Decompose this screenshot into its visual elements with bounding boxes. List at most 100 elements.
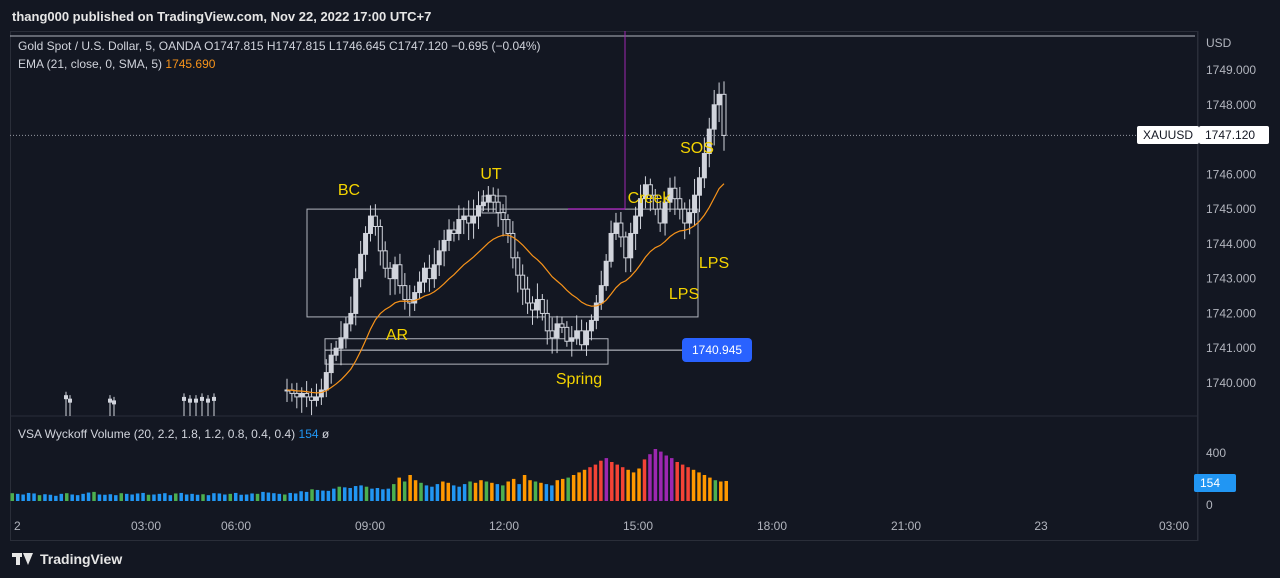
tradingview-footer[interactable]: TradingView [12,551,122,567]
candle-body [421,267,427,283]
volume-bar [174,493,178,501]
volume-bar [702,475,707,501]
volume-bar [626,469,630,501]
volume-bar [359,485,363,501]
candle-body [490,194,496,203]
volume-bar [430,486,434,501]
volume-bar [65,493,69,501]
volume-value-tag: 154 [1194,474,1236,492]
early-candle-body [68,398,72,403]
volume-bar [255,493,260,501]
volume-bar [26,492,31,501]
volume-bar [326,490,331,501]
volume-bar [86,492,91,501]
candle-body [667,187,673,203]
candle-body [603,260,609,287]
volume-bar [397,477,401,501]
volume-bar [451,485,456,501]
candle-body [544,312,550,332]
candle-body [382,250,388,269]
volume-bar [135,493,140,501]
volume-bar [21,494,25,501]
volume-bar [724,480,728,501]
volume-bar [353,486,358,501]
volume-bar [342,487,347,501]
ema-line [286,183,725,394]
tradingview-logo-icon [12,553,34,565]
volume-bar [223,494,227,501]
volume-bar [631,472,636,501]
volume-bar [680,464,685,501]
volume-bar [250,493,254,501]
volume-bar [81,493,85,501]
volume-bar [228,493,233,501]
early-candle-body [188,398,192,403]
early-candle-body [108,398,112,403]
candle-body [569,337,575,342]
candle-body [539,299,545,314]
candle-body [417,281,423,294]
candle-body [397,264,403,287]
wyckoff-annotation-label: LPS [669,286,699,303]
close-value: 1747.120 [397,39,448,53]
candle-body [677,198,683,210]
candle-body [309,396,315,401]
volume-bar [637,468,641,501]
candle-body [363,232,369,255]
volume-bar [571,475,576,501]
wyckoff-annotation-label: AR [386,327,408,344]
volume-value: 154 [298,427,319,441]
candle-body [549,330,555,339]
volume-bar [332,488,336,501]
volume-bar [408,475,412,501]
candle-body [716,93,722,106]
candle-body [701,152,707,179]
ema-legend[interactable]: EMA (21, close, 0, SMA, 5) 1745.690 [18,57,215,71]
candle-body [706,128,712,154]
candle-body [559,323,565,328]
volume-bar [310,489,314,501]
candle-body [505,219,511,234]
price-tick-label: 1743.000 [1206,272,1256,286]
volume-bar [97,494,102,501]
candle-body [520,274,526,290]
volume-bar [381,489,385,501]
candle-body [441,239,447,252]
volume-bar [54,495,58,501]
candle-body [436,250,442,266]
volume-bar [577,472,581,501]
candle-body [618,222,624,238]
candle-body [530,302,536,311]
volume-bar [501,485,505,501]
volume-bar [304,491,309,501]
candle-body [672,187,678,200]
candle-body [353,278,359,314]
volume-tick-label: 0 [1206,498,1213,512]
symbol-name[interactable]: Gold Spot / U.S. Dollar, 5, OANDA [18,39,201,53]
volume-bar [468,481,472,501]
volume-bar [550,485,554,501]
volume-bar [424,485,429,501]
volume-legend[interactable]: VSA Wyckoff Volume (20, 2.2, 1.8, 1.2, 0… [18,427,329,441]
volume-bar [473,482,478,501]
volume-bar [620,467,625,501]
volume-bar [103,494,107,501]
candle-body [495,201,501,214]
time-tick-label: 21:00 [891,519,921,533]
candle-body [480,201,486,207]
volume-bar [517,484,521,501]
high-label: H [266,39,276,53]
candle-body [682,208,688,224]
symbol-price-tag: XAUUSD [1137,126,1200,145]
volume-bar [669,458,674,501]
volume-bar [184,494,189,501]
volume-bar [588,467,592,501]
level-price-tag[interactable]: 1740.945 [682,338,753,363]
volume-bar [566,477,570,501]
volume-bar [708,477,712,501]
wyckoff-annotation-label: SOS [680,140,714,157]
volume-bar [462,484,467,501]
price-tick-label: 1744.000 [1206,237,1256,251]
candle-body [431,264,437,280]
